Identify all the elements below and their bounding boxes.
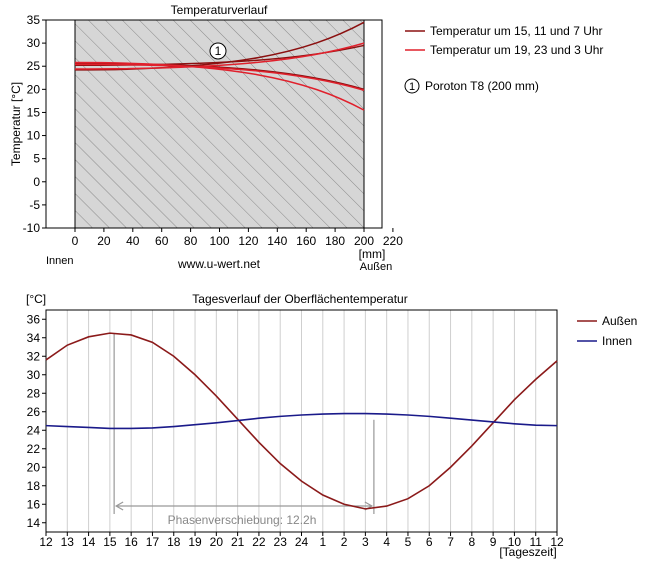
x-tick-label: 40 [126,234,140,248]
y-tick-label: 34 [27,331,41,345]
x-tick-label: 160 [296,234,316,248]
profile-curves [74,21,365,111]
profile-x-unit-label: [mm] [359,247,386,261]
x-tick-label: 140 [267,234,287,248]
y-tick-label: 10 [27,129,41,143]
layer-marker: 1 [209,42,227,60]
daily-x-ticks: 12 13 14 15 16 17 18 19 20 21 22 23 24 1 2 3 4 5 6 7 8 9 10 11 1… [39,532,564,549]
legend-label-aussen: Außen [602,314,637,328]
y-tick-label: 25 [27,59,41,73]
x-tick-label: 1 [319,535,326,549]
y-tick-label: 20 [27,82,41,96]
x-tick-label: 8 [468,535,475,549]
x-tick-label: 60 [155,234,169,248]
x-tick-label: 9 [490,535,497,549]
y-tick-label: 24 [27,423,41,437]
x-tick-label: 180 [325,234,345,248]
daily-chart: Tagesverlauf der Oberflächentemperatur [… [26,292,637,559]
legend-layer-marker: 1 [409,81,415,93]
series-line-Innen [45,412,558,430]
x-tick-label: 2 [341,535,348,549]
daily-y-unit-label: [°C] [26,292,46,306]
y-tick-label: -10 [23,221,41,235]
legend-label-dark: Temperatur um 15, 11 und 7 Uhr [430,24,603,38]
profile-y-axis-label: Temperatur [°C] [9,82,23,166]
phase-shift-annotation: Phasenverschiebung: 12.2h [113,333,375,527]
y-tick-label: 18 [27,479,41,493]
legend-label-red: Temperatur um 19, 23 und 3 Uhr [430,43,603,57]
y-tick-label: 30 [27,368,41,382]
x-tick-label: 24 [295,535,309,549]
profile-right-side-label: Außen [360,261,392,273]
profile-chart-title: Temperaturverlauf [171,3,268,17]
x-tick-label: 100 [209,234,229,248]
daily-chart-title: Tagesverlauf der Oberflächentemperatur [192,292,407,306]
y-tick-label: 16 [27,497,41,511]
daily-x-unit-label: [Tageszeit] [499,545,556,559]
x-tick-label: 17 [146,535,160,549]
profile-curve-1-1 [74,63,365,91]
y-tick-label: 35 [27,13,41,27]
legend-layer-name: Poroton T8 (200 mm) [425,79,539,93]
x-tick-label: 4 [383,535,390,549]
x-tick-label: 3 [362,535,369,549]
daily-lines [45,332,558,510]
y-tick-label: 30 [27,36,41,50]
y-tick-label: 5 [33,152,40,166]
x-tick-label: 11 [529,535,542,549]
daily-y-ticks: 36 34 32 30 28 26 24 22 20 18 16 14 [27,312,46,530]
profile-y-ticks: 35 30 25 20 15 10 5 0 -5 -10 [23,13,46,235]
profile-left-side-label: Innen [46,255,74,267]
x-tick-label: 10 [508,535,522,549]
profile-legend: Temperatur um 15, 11 und 7 Uhr Temperatu… [404,24,603,94]
y-tick-label: 22 [27,442,41,456]
x-tick-label: 7 [447,535,454,549]
profile-chart: Temperaturverlauf 35 30 25 20 15 10 5 0 -5 -10 0 2… [9,3,603,273]
legend-label-innen: Innen [602,334,632,348]
watermark: www.u-wert.net [177,257,261,271]
phase-shift-label: Phasenverschiebung: 12.2h [168,513,317,527]
phase-arrow-head-left [114,501,124,511]
y-tick-label: 0 [33,175,40,189]
x-tick-label: 220 [383,234,403,248]
profile-curve-1-2 [74,61,365,111]
x-tick-label: 14 [82,535,96,549]
x-tick-label: 12 [39,535,53,549]
x-tick-label: 5 [405,535,412,549]
x-tick-label: 20 [97,234,111,248]
daily-legend: Außen Innen [577,314,637,348]
y-tick-label: -5 [29,198,40,212]
x-tick-label: 0 [72,234,79,248]
x-tick-label: 80 [184,234,198,248]
x-tick-label: 16 [124,535,138,549]
x-tick-label: 23 [274,535,288,549]
x-tick-label: 12 [550,535,564,549]
y-tick-label: 32 [27,349,41,363]
y-tick-label: 28 [27,386,41,400]
y-tick-label: 26 [27,405,41,419]
x-tick-label: 21 [231,535,245,549]
y-tick-label: 20 [27,460,41,474]
x-tick-label: 15 [103,535,117,549]
x-tick-label: 20 [210,535,224,549]
x-tick-label: 120 [238,234,258,248]
x-tick-label: 6 [426,535,433,549]
x-tick-label: 19 [188,535,202,549]
x-tick-label: 200 [354,234,374,248]
y-tick-label: 15 [27,105,41,119]
profile-curve-1-0 [74,42,365,70]
profile-x-ticks: 0 20 40 60 80 100 120 140 160 180 200 220 [72,228,403,248]
series-line-Außen [45,332,558,510]
layer-marker-number: 1 [215,44,222,58]
x-tick-label: 22 [252,535,266,549]
x-tick-label: 13 [61,535,75,549]
x-tick-label: 18 [167,535,181,549]
y-tick-label: 14 [27,516,41,530]
y-tick-label: 36 [27,312,41,326]
